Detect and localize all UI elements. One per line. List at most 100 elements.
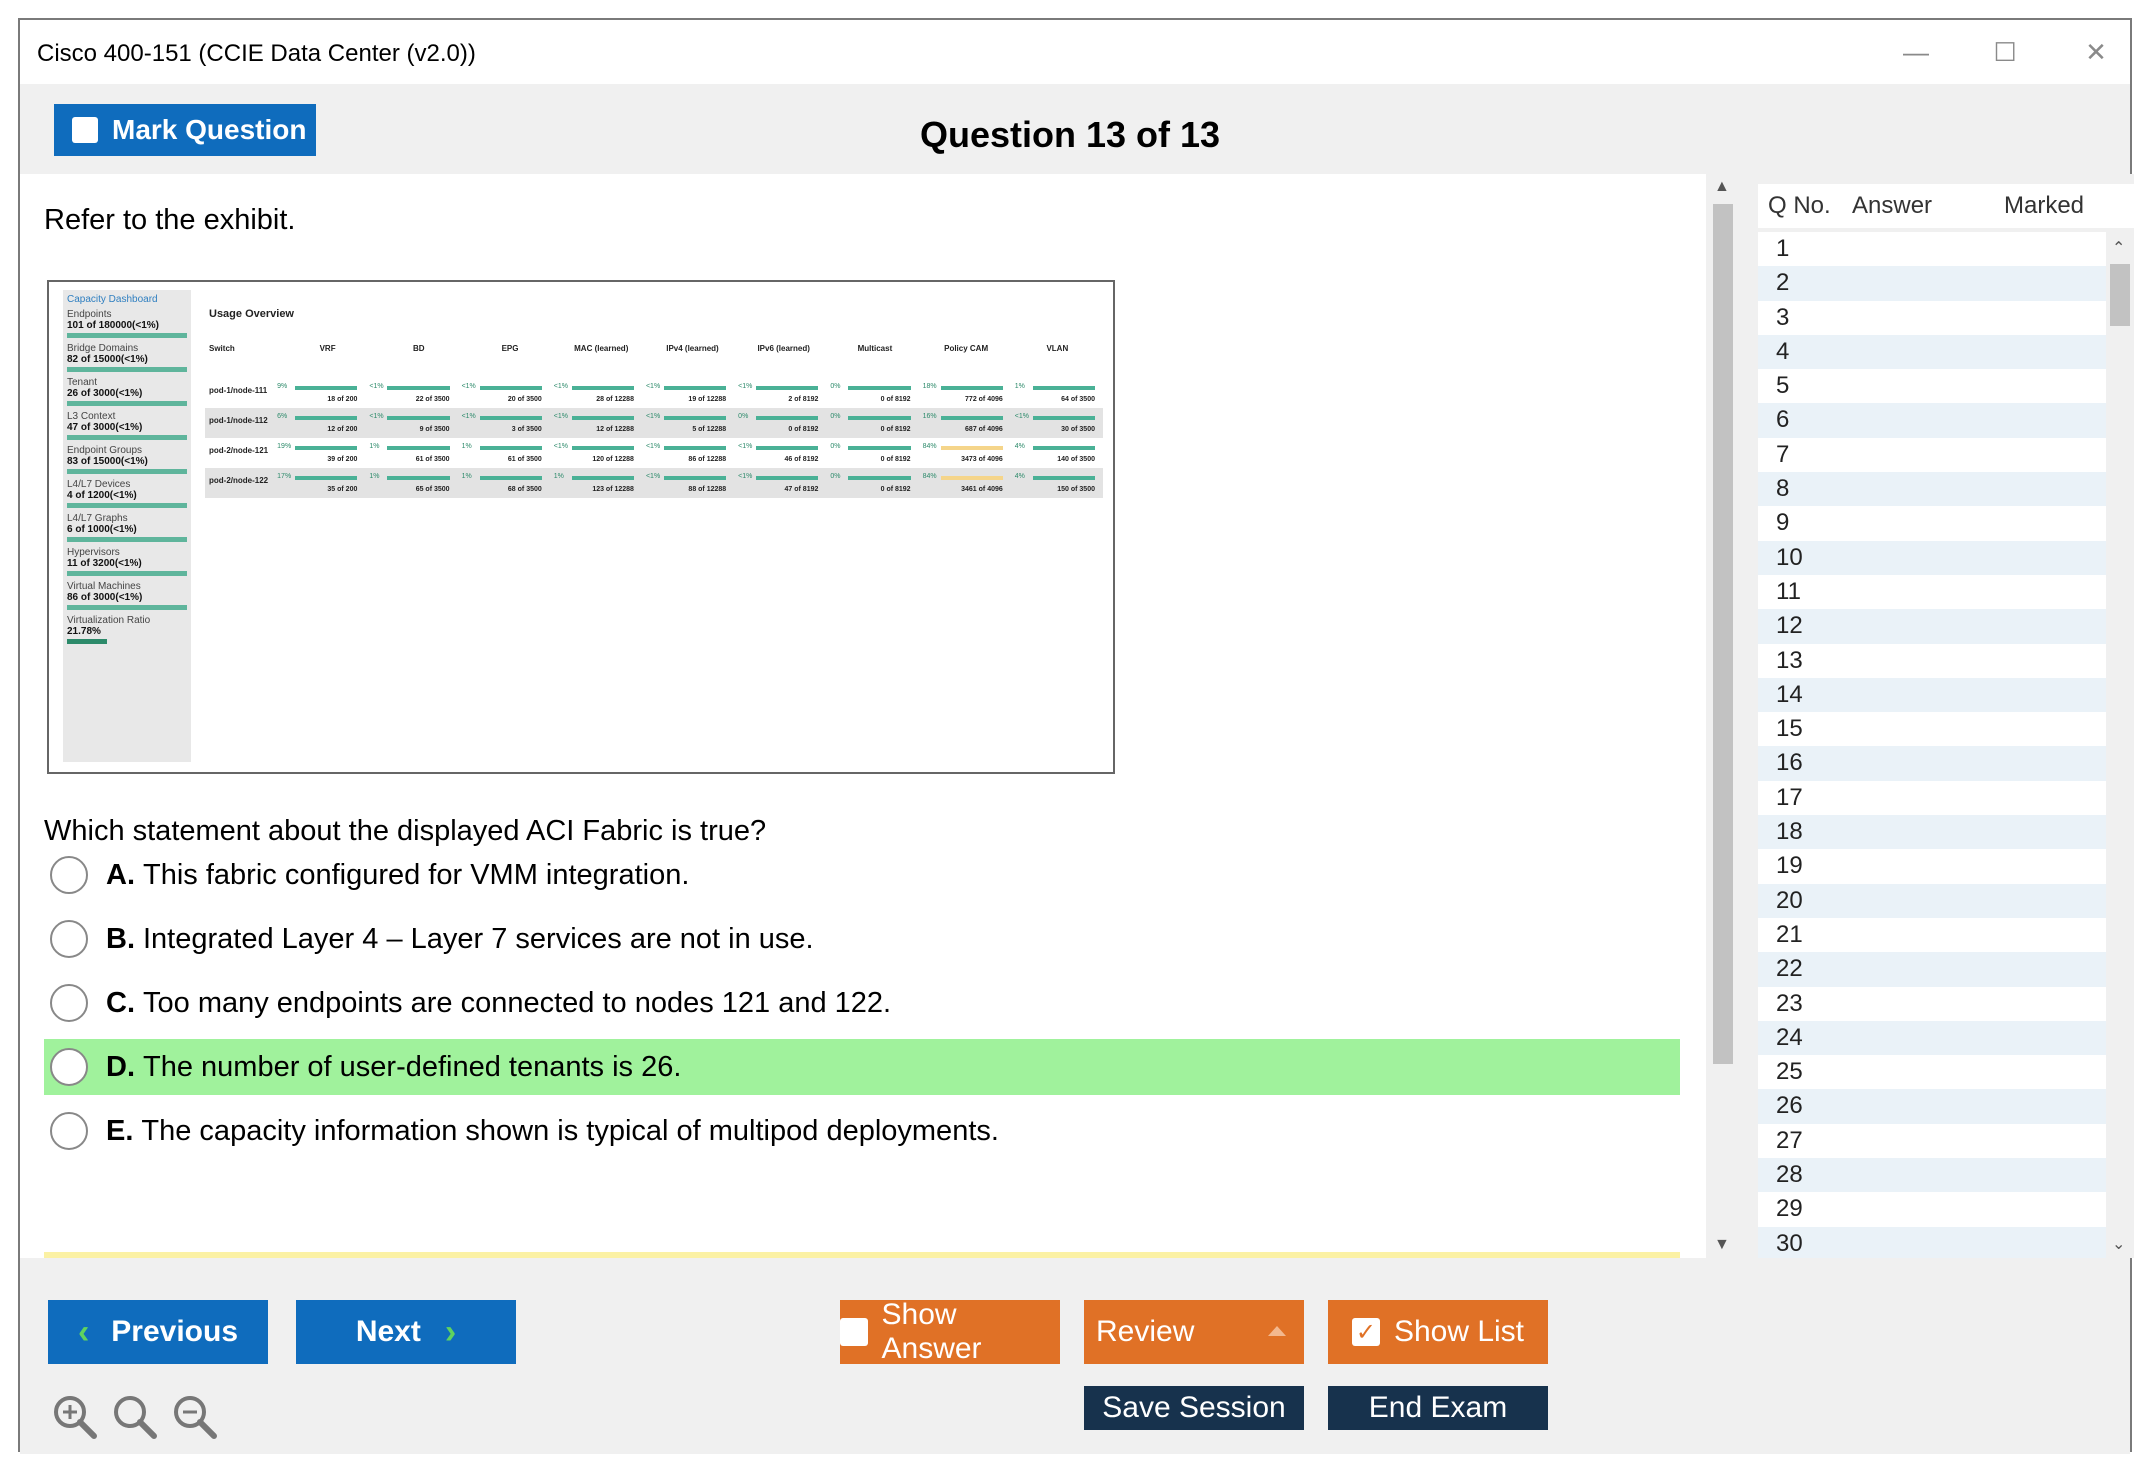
question-list-item[interactable]: 3 <box>1776 303 1790 331</box>
scrollbar-thumb[interactable] <box>1713 204 1733 1064</box>
question-list-item[interactable]: 25 <box>1776 1058 1803 1086</box>
answer-option-e[interactable]: E. The capacity information shown is typi… <box>44 1103 1680 1159</box>
question-list-item[interactable]: 2 <box>1758 266 2106 301</box>
option-letter: B. <box>106 922 135 955</box>
question-list-item[interactable]: 23 <box>1776 989 1803 1017</box>
usage-switch: pod-2/node-121 <box>209 446 269 455</box>
question-list-item[interactable]: 18 <box>1758 815 2106 850</box>
chevron-right-icon: › <box>444 1312 457 1351</box>
usage-cell: 0% 0 of 8192 <box>826 438 918 468</box>
question-list-item[interactable]: 7 <box>1776 440 1790 468</box>
question-list-item[interactable]: 17 <box>1776 783 1803 811</box>
scroll-down-icon[interactable]: ▼ <box>1714 1236 1730 1253</box>
maximize-icon[interactable]: ☐ <box>1993 37 2017 67</box>
question-list-item[interactable]: 6 <box>1758 403 2106 438</box>
close-icon[interactable]: ✕ <box>2085 37 2107 67</box>
mark-question-button[interactable]: Mark Question <box>54 104 316 156</box>
capacity-bar <box>67 435 187 440</box>
question-list-item[interactable]: 20 <box>1758 883 2106 918</box>
answer-option-b[interactable]: B. Integrated Layer 4 – Layer 7 services … <box>44 911 1680 967</box>
usage-value: 123 of 12288 <box>592 486 634 493</box>
usage-percent: <1% <box>1014 413 1029 420</box>
question-list-item[interactable]: 16 <box>1758 746 2106 781</box>
question-list-item[interactable]: 12 <box>1758 609 2106 644</box>
question-list-item[interactable]: 29 <box>1776 1195 1803 1223</box>
question-list-item[interactable]: 15 <box>1776 715 1803 743</box>
scroll-up-icon[interactable]: ▲ <box>1714 178 1730 195</box>
col-qno: Q No. <box>1768 192 1831 219</box>
question-list-item[interactable]: 30 <box>1758 1226 2106 1258</box>
zoom-reset-icon[interactable] <box>110 1392 160 1442</box>
list-scrollbar-thumb[interactable] <box>2110 264 2130 326</box>
usage-cell: 0% 0 of 8192 <box>734 408 826 438</box>
question-list-item[interactable]: 11 <box>1776 577 1801 605</box>
capacity-bar <box>67 639 107 644</box>
capacity-dashboard: Capacity Dashboard Endpoints 101 of 18000… <box>63 290 191 762</box>
usage-bar <box>848 416 911 420</box>
zoom-in-icon[interactable] <box>50 1392 100 1442</box>
question-list-item[interactable]: 4 <box>1758 334 2106 370</box>
answer-option-a[interactable]: A. This fabric configured for VMM integra… <box>44 847 1680 903</box>
usage-percent: 18% <box>922 383 937 390</box>
usage-percent: 6% <box>277 413 288 420</box>
zoom-out-icon[interactable] <box>170 1392 220 1442</box>
capacity-item: L4/L7 Graphs 6 of 1000(<1%) <box>63 511 191 542</box>
usage-bar <box>756 476 819 480</box>
show-answer-button[interactable]: Show Answer <box>840 1298 1060 1365</box>
radio-button[interactable] <box>50 1048 88 1086</box>
usage-value: 28 of 12288 <box>596 396 634 403</box>
usage-value: 150 of 3500 <box>1057 486 1095 493</box>
question-list-item[interactable]: 19 <box>1776 852 1803 880</box>
question-list-item[interactable]: 10 <box>1758 540 2106 575</box>
radio-button[interactable] <box>50 856 88 894</box>
chevron-up-icon[interactable]: ⌃ <box>2112 240 2126 257</box>
question-list-item[interactable]: 14 <box>1758 677 2106 713</box>
usage-percent: <1% <box>553 383 568 390</box>
question-list-item[interactable]: 26 <box>1758 1089 2106 1124</box>
review-button[interactable]: Review <box>1084 1300 1304 1364</box>
usage-percent: 16% <box>922 413 937 420</box>
usage-value: 0 of 8192 <box>880 426 911 433</box>
next-button[interactable]: Next › <box>296 1300 516 1364</box>
list-scrollbar[interactable]: ⌃ ⌄ <box>2106 232 2134 1258</box>
question-list-item[interactable]: 9 <box>1776 509 1790 537</box>
question-list-item[interactable]: 21 <box>1776 920 1803 948</box>
show-list-button[interactable]: ✓ Show List <box>1328 1300 1548 1364</box>
usage-value: 47 of 8192 <box>784 486 819 493</box>
question-list-item[interactable]: 27 <box>1776 1126 1803 1154</box>
usage-cell: 84% 3473 of 4096 <box>919 438 1011 468</box>
save-session-button[interactable]: Save Session <box>1084 1386 1304 1430</box>
usage-value: 0 of 8192 <box>880 396 911 403</box>
usage-percent: <1% <box>645 443 661 450</box>
question-list-item[interactable]: 13 <box>1776 646 1803 674</box>
usage-percent: 84% <box>922 443 937 450</box>
option-text: Integrated Layer 4 – Layer 7 services ar… <box>143 922 814 955</box>
question-list-item[interactable]: 1 <box>1776 235 1790 262</box>
question-list-item[interactable]: 5 <box>1776 372 1790 400</box>
minimize-icon[interactable]: — <box>1903 37 1929 67</box>
radio-button[interactable] <box>50 920 88 958</box>
show-list-label: Show List <box>1393 1315 1525 1348</box>
answer-option-c[interactable]: C. Too many endpoints are connected to no… <box>44 975 1680 1031</box>
question-list-item[interactable]: 28 <box>1758 1158 2106 1193</box>
radio-button[interactable] <box>50 984 88 1022</box>
capacity-bar <box>67 469 187 474</box>
question-list-item[interactable]: 24 <box>1758 1020 2106 1056</box>
answer-option-d[interactable]: D. The number of user-defined tenants is … <box>44 1039 1680 1095</box>
radio-button[interactable] <box>50 1112 88 1150</box>
question-list-item[interactable]: 8 <box>1758 472 2106 507</box>
usage-value: 30 of 3500 <box>1061 426 1095 433</box>
usage-bar <box>571 446 634 450</box>
content-scrollbar[interactable]: ▲ ▼ <box>1706 174 1740 1258</box>
usage-value: 3 of 3500 <box>511 426 542 433</box>
option-text: This fabric configured for VMM integrati… <box>143 858 690 891</box>
usage-bar <box>663 446 727 450</box>
end-exam-button[interactable]: End Exam <box>1328 1386 1548 1430</box>
previous-button[interactable]: ‹ Previous <box>48 1300 268 1364</box>
usage-bar <box>479 386 542 390</box>
question-list-item[interactable]: 22 <box>1758 952 2106 987</box>
capacity-bar <box>67 333 187 338</box>
chevron-down-icon[interactable]: ⌄ <box>2112 1236 2126 1253</box>
usage-percent: <1% <box>369 413 384 420</box>
usage-cell: 1% 68 of 3500 <box>458 468 550 498</box>
